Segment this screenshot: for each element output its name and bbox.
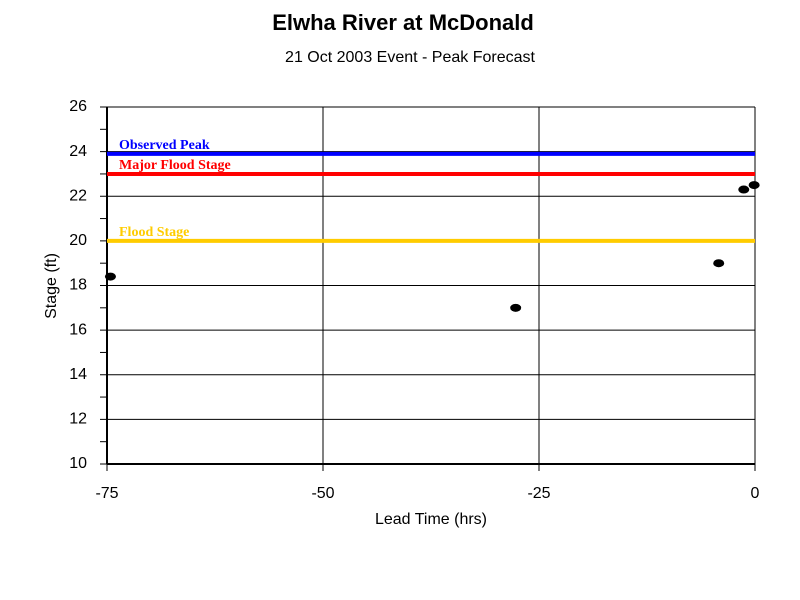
chart-title: Elwha River at McDonald bbox=[272, 10, 534, 35]
x-tick-label: 0 bbox=[751, 485, 760, 502]
y-tick-label: 10 bbox=[69, 455, 87, 472]
point bbox=[104, 272, 116, 281]
x-tick-label: -50 bbox=[311, 485, 334, 502]
reference-label: Flood Stage bbox=[119, 225, 189, 240]
y-axis-label: Stage (ft) bbox=[43, 253, 60, 319]
point bbox=[748, 181, 760, 190]
y-tick-label: 26 bbox=[69, 98, 87, 115]
x-axis-label: Lead Time (hrs) bbox=[375, 511, 487, 528]
x-tick-label: -75 bbox=[95, 485, 118, 502]
y-tick-label: 16 bbox=[69, 321, 87, 338]
point bbox=[713, 259, 725, 268]
chart-subtitle: 21 Oct 2003 Event - Peak Forecast bbox=[285, 49, 535, 66]
reference-label: Observed Peak bbox=[119, 138, 210, 153]
point bbox=[738, 185, 750, 194]
point bbox=[510, 303, 522, 312]
y-tick-label: 12 bbox=[69, 411, 87, 428]
y-tick-label: 22 bbox=[69, 187, 87, 204]
y-tick-label: 18 bbox=[69, 277, 87, 294]
y-tick-label: 24 bbox=[69, 143, 87, 160]
y-tick-label: 20 bbox=[69, 232, 87, 249]
reference-label: Major Flood Stage bbox=[119, 158, 231, 173]
x-tick-label: -25 bbox=[527, 485, 550, 502]
y-tick-label: 14 bbox=[69, 366, 87, 383]
